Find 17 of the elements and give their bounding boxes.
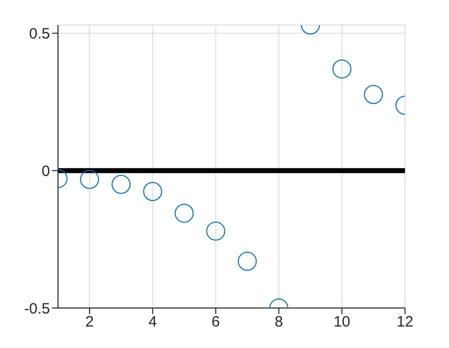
point	[143, 182, 162, 202]
point	[174, 204, 194, 223]
y-tick-label: 0	[42, 162, 50, 180]
x-tick-label: 4	[148, 314, 157, 331]
y-tick-label: 0.5	[29, 26, 50, 43]
x-tick-label: 2	[85, 314, 94, 331]
point	[332, 59, 352, 78]
y-tick-label: -0.5	[24, 300, 50, 318]
point	[364, 85, 383, 104]
x-tick-label: 6	[212, 314, 220, 331]
x-tick-label: 10	[334, 314, 350, 331]
point	[112, 174, 131, 194]
point	[238, 252, 257, 271]
x-tick-label: 8	[274, 314, 283, 331]
point	[80, 170, 100, 189]
point	[206, 222, 226, 241]
x-tick-label: 12	[396, 314, 414, 331]
